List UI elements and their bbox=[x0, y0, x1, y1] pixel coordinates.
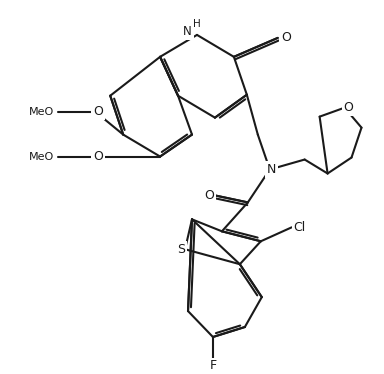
Text: MeO: MeO bbox=[29, 151, 55, 162]
Text: Cl: Cl bbox=[293, 221, 306, 234]
Text: MeO: MeO bbox=[29, 107, 55, 117]
Text: F: F bbox=[209, 359, 217, 373]
Text: O: O bbox=[281, 31, 291, 45]
Text: O: O bbox=[204, 189, 214, 202]
Text: H: H bbox=[193, 19, 201, 29]
Text: N: N bbox=[267, 163, 276, 176]
Text: O: O bbox=[344, 101, 353, 114]
Text: O: O bbox=[93, 105, 103, 118]
Text: S: S bbox=[177, 243, 185, 256]
Text: N: N bbox=[183, 25, 192, 39]
Text: O: O bbox=[93, 150, 103, 163]
